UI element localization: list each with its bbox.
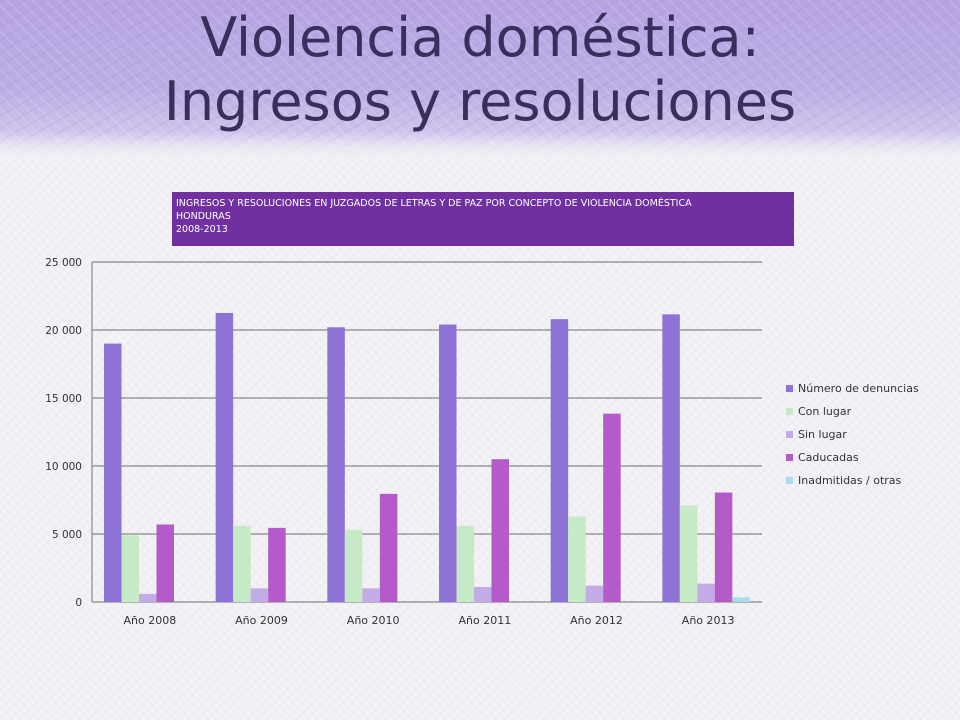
bar	[362, 588, 380, 602]
legend-label: Con lugar	[798, 405, 852, 418]
bar	[697, 583, 715, 602]
x-tick-label: Año 2013	[682, 614, 735, 627]
y-tick-label: 15 000	[45, 393, 82, 405]
legend-label: Sin lugar	[798, 428, 847, 441]
legend-label: Número de denuncias	[798, 382, 919, 395]
bar	[474, 587, 492, 602]
bar	[732, 597, 750, 602]
bar	[491, 459, 509, 602]
bar	[104, 343, 122, 602]
title-band	[0, 0, 960, 160]
bar	[344, 529, 363, 602]
legend-label: Inadmitidas / otras	[798, 474, 902, 487]
bar	[456, 525, 474, 602]
bar-chart: 0 5 000 10 000 15 000 20 000 25 000 Año 2008 Añ…	[45, 257, 919, 627]
bar	[662, 314, 680, 602]
legend-swatch	[786, 431, 793, 438]
bar	[714, 492, 733, 602]
chart-title-line-3: 2008-2013	[176, 224, 228, 235]
legend-swatch	[786, 477, 793, 484]
x-tick-label: Año 2008	[123, 614, 176, 627]
legend-swatch	[786, 454, 793, 461]
y-tick-label: 0	[75, 597, 82, 609]
bar	[439, 324, 457, 602]
x-tick-label: Año 2012	[570, 614, 623, 627]
chart-title-line-2: HONDURAS	[176, 211, 231, 222]
bar	[215, 313, 234, 602]
x-tick-label: Año 2010	[347, 614, 400, 627]
bar	[268, 527, 286, 602]
chart-panel: INGRESOS Y RESOLUCIONES EN JUZGADOS DE L…	[30, 186, 950, 636]
y-tick-label: 10 000	[45, 461, 82, 473]
y-tick-label: 25 000	[45, 257, 82, 269]
y-tick-label: 5 000	[52, 529, 82, 541]
legend-label: Caducadas	[798, 451, 859, 464]
bar	[379, 493, 398, 602]
bar	[121, 535, 139, 602]
slide-title-line-1: Violencia doméstica:	[200, 6, 760, 69]
bar	[550, 319, 569, 602]
x-tick-label: Año 2011	[458, 614, 511, 627]
bar	[568, 516, 586, 602]
chart-title-line-1: INGRESOS Y RESOLUCIONES EN JUZGADOS DE L…	[176, 198, 692, 209]
legend-swatch	[786, 385, 793, 392]
slide-title: Violencia doméstica: Ingresos y resoluci…	[0, 6, 960, 134]
slide-title-line-2: Ingresos y resoluciones	[163, 70, 797, 133]
bar	[156, 524, 174, 602]
legend-swatch	[786, 408, 793, 415]
bar	[603, 413, 621, 602]
bar	[250, 588, 269, 602]
bar	[139, 593, 157, 602]
bar	[679, 505, 698, 602]
bar	[233, 525, 251, 602]
chart-title-box: INGRESOS Y RESOLUCIONES EN JUZGADOS DE L…	[172, 192, 794, 246]
y-tick-label: 20 000	[45, 325, 82, 337]
bar	[327, 327, 345, 602]
bar	[585, 585, 604, 602]
x-tick-label: Año 2009	[235, 614, 288, 627]
